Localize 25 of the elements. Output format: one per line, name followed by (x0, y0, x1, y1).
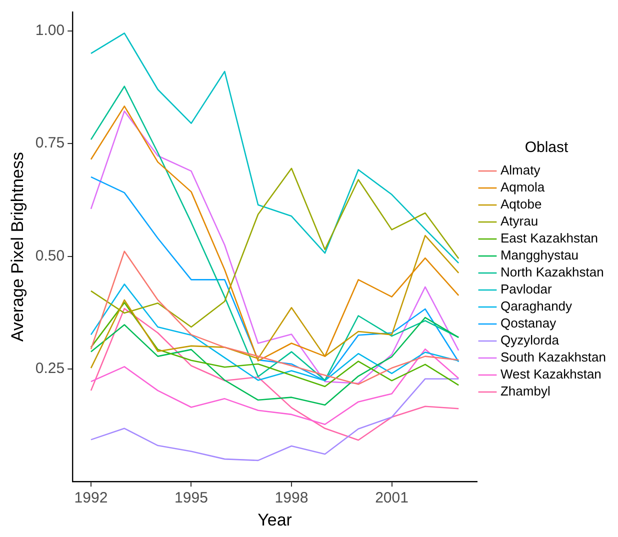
legend-label: Atyrau (500, 214, 538, 229)
legend-title: Oblast (524, 139, 569, 156)
y-tick-label: 0.75 (35, 134, 65, 152)
x-tick-label: 1998 (274, 490, 308, 507)
x-axis-title: Year (258, 510, 292, 530)
legend-label: Qyzylorda (500, 332, 560, 348)
y-tick-label: 1.00 (35, 22, 65, 40)
legend-label: Zhambyl (500, 384, 550, 399)
legend-label: Pavlodar (500, 282, 552, 297)
legend-label: North Kazakhstan (500, 264, 604, 280)
legend-label: West Kazakhstan (500, 366, 602, 382)
legend-label: Aqtobe (500, 196, 542, 212)
legend-label: Qostanay (500, 316, 557, 331)
legend-label: Almaty (500, 162, 541, 178)
x-tick-label: 2001 (375, 490, 408, 507)
legend-label: East Kazakhstan (500, 230, 598, 246)
x-tick-label: 1995 (174, 490, 208, 507)
legend-label: Mangghystau (500, 248, 579, 263)
y-axis-title: Average Pixel Brightness (8, 152, 27, 342)
y-tick-label: 0.25 (35, 360, 65, 378)
legend-label: Aqmola (500, 180, 546, 195)
legend-label: South Kazakhstan (500, 350, 606, 365)
legend-label: Qaraghandy (500, 298, 573, 314)
y-tick-label: 0.50 (35, 247, 65, 264)
x-tick-label: 1992 (74, 490, 108, 507)
